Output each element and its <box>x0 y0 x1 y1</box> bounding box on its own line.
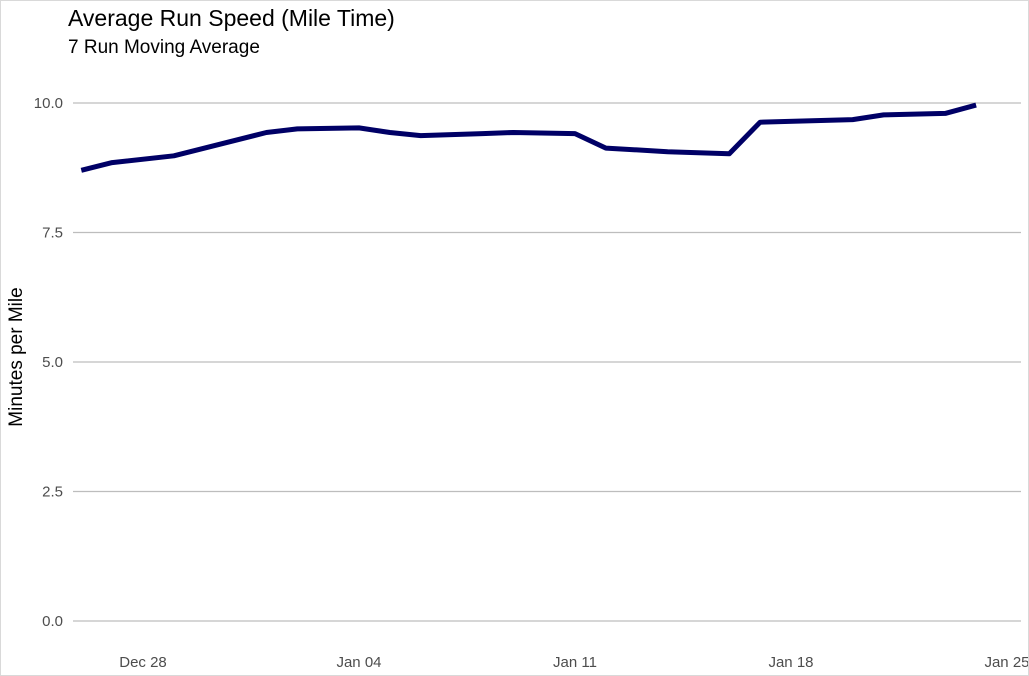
y-tick-label: 0.0 <box>42 613 63 630</box>
chart-subtitle: 7 Run Moving Average <box>68 37 260 58</box>
x-tick-label: Jan 25 <box>984 654 1028 671</box>
x-tick-label: Jan 11 <box>553 654 597 671</box>
series-line <box>80 102 977 173</box>
y-tick-label: 5.0 <box>42 354 63 371</box>
y-tick-label: 10.0 <box>34 95 63 112</box>
x-tick-label: Jan 18 <box>768 654 813 671</box>
x-tick-label: Dec 28 <box>119 654 167 671</box>
chart-title: Average Run Speed (Mile Time) <box>68 5 395 31</box>
x-tick-label: Jan 04 <box>336 654 381 671</box>
y-tick-label: 2.5 <box>42 484 63 501</box>
y-tick-label: 7.5 <box>42 225 63 242</box>
